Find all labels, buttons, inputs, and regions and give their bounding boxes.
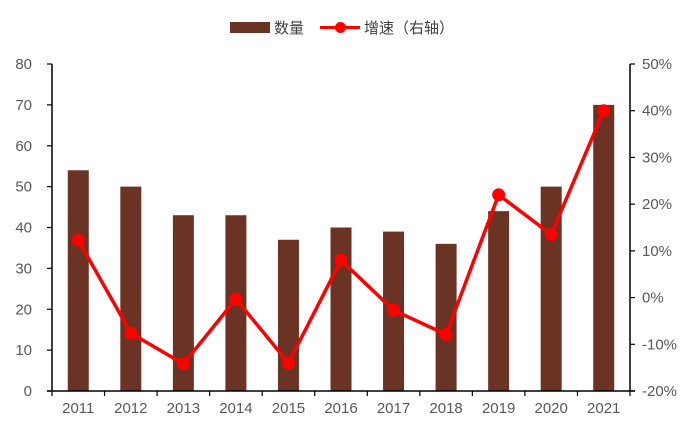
line-marker bbox=[71, 233, 85, 247]
bar bbox=[593, 104, 615, 391]
x-tick-label: 2021 bbox=[587, 400, 620, 417]
line-marker bbox=[229, 292, 243, 306]
line-marker bbox=[334, 253, 348, 267]
x-tick-label: 2018 bbox=[429, 400, 462, 417]
left-tick-label: 20 bbox=[15, 301, 32, 318]
bar bbox=[67, 170, 89, 391]
line-marker bbox=[176, 357, 190, 371]
right-tick-label: 30% bbox=[642, 149, 672, 166]
legend-line-swatch bbox=[320, 21, 361, 33]
x-tick-label: 2012 bbox=[114, 400, 147, 417]
bar bbox=[172, 215, 194, 391]
left-tick-label: 50 bbox=[15, 179, 32, 196]
bar bbox=[120, 186, 142, 391]
line-series bbox=[71, 104, 611, 371]
left-tick-label: 40 bbox=[15, 220, 32, 237]
x-tick-label: 2017 bbox=[377, 400, 410, 417]
line-marker bbox=[597, 104, 611, 118]
left-tick-label: 70 bbox=[15, 97, 32, 114]
left-tick-label: 30 bbox=[15, 260, 32, 277]
line-marker bbox=[544, 228, 558, 242]
axes bbox=[47, 63, 635, 396]
x-tick-label: 2015 bbox=[272, 400, 305, 417]
axis-labels: 0 10 20 30 40 50 60 70 80 -20% -10% 0% 10% 20% 30% 40% 5… bbox=[15, 56, 677, 417]
x-tick-label: 2014 bbox=[219, 400, 252, 417]
line-marker bbox=[124, 326, 138, 340]
bar bbox=[330, 227, 352, 391]
x-tick-label: 2019 bbox=[482, 400, 515, 417]
x-tick-label: 2020 bbox=[534, 400, 567, 417]
bar-series bbox=[67, 104, 615, 391]
bar bbox=[488, 211, 510, 391]
line-marker bbox=[439, 327, 453, 341]
left-tick-label: 0 bbox=[24, 383, 32, 400]
right-tick-label: 10% bbox=[642, 243, 672, 260]
left-tick-label: 10 bbox=[15, 342, 32, 359]
bar bbox=[435, 243, 457, 391]
x-tick-label: 2011 bbox=[62, 400, 94, 417]
right-tick-label: 40% bbox=[642, 103, 672, 120]
right-tick-label: 50% bbox=[642, 56, 672, 73]
legend-bar-swatch bbox=[230, 21, 270, 33]
right-tick-label: 0% bbox=[642, 290, 664, 307]
x-tick-label: 2013 bbox=[167, 400, 200, 417]
right-tick-label: -10% bbox=[642, 336, 677, 353]
legend-bar-label: 数量 bbox=[274, 18, 305, 37]
chart-legend: 数量 增速（右轴） bbox=[230, 15, 454, 39]
line-marker bbox=[492, 188, 506, 202]
line-marker bbox=[387, 303, 401, 317]
left-tick-label: 80 bbox=[15, 56, 32, 73]
line-marker bbox=[281, 356, 295, 370]
x-tick-label: 2016 bbox=[324, 400, 357, 417]
right-tick-label: 20% bbox=[642, 196, 672, 213]
legend-line-label: 增速（右轴） bbox=[364, 18, 455, 37]
left-tick-label: 60 bbox=[15, 138, 32, 155]
right-tick-label: -20% bbox=[642, 383, 677, 400]
